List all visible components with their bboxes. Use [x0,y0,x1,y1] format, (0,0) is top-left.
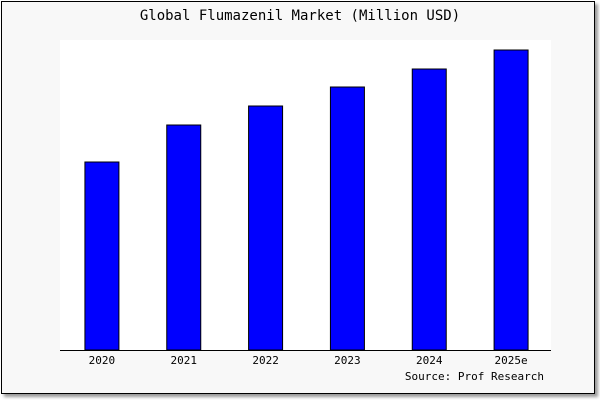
x-tick-label: 2024 [416,354,443,367]
bar-2020 [84,161,120,351]
bar-2021 [166,124,202,351]
x-tick-label: 2025e [495,354,528,367]
plot-area [60,40,551,350]
x-tick-label: 2023 [334,354,361,367]
bar-2024 [411,68,447,351]
x-tick-label: 2022 [252,354,279,367]
bar-2025e [493,49,529,351]
bar-2022 [248,105,284,351]
x-tick-label: 2021 [171,354,198,367]
chart-title: Global Flumazenil Market (Million USD) [139,8,461,24]
bar-2023 [329,86,365,351]
source-note: Source: Prof Research [404,370,544,383]
x-tick-label: 2020 [89,354,116,367]
